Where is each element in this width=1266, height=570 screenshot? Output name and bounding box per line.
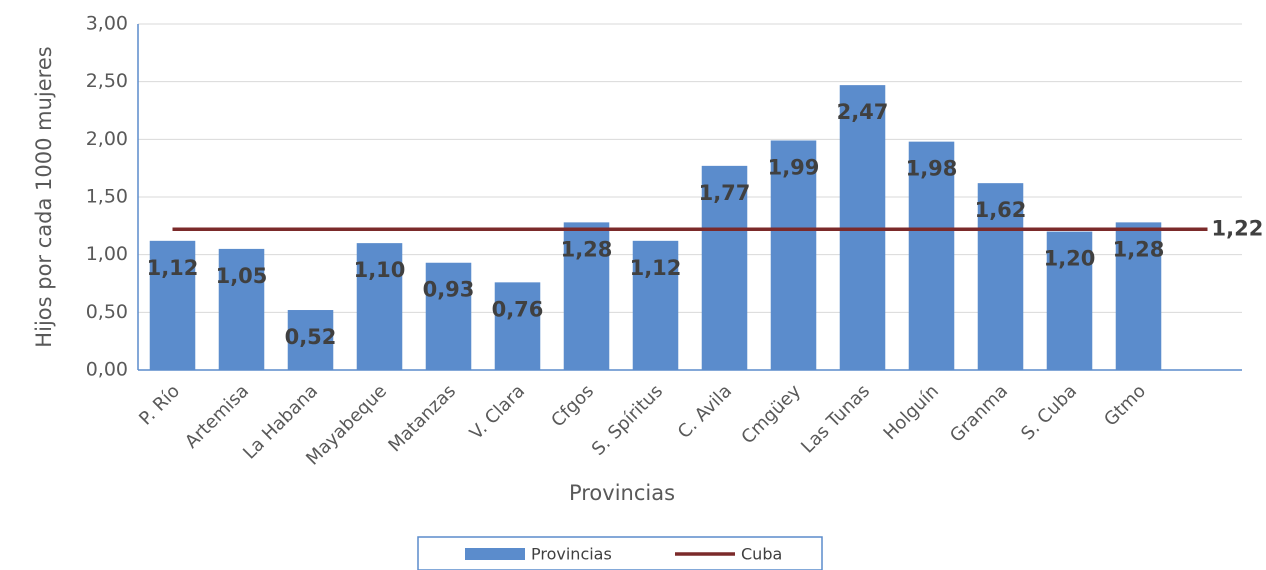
data-label: 1,05 [216,264,268,288]
bar [287,310,334,370]
x-tick-label: P. Río [135,381,184,430]
x-tick-label: Las Tunas [797,381,874,458]
y-tick-label: 2,00 [86,128,128,150]
x-tick-label: Cmgüey [737,380,805,448]
bar [425,262,472,370]
bar [770,140,817,370]
x-tick-label: Artemisa [181,381,253,453]
x-axis-title: Provincias [569,481,675,505]
bar [701,165,748,370]
y-tick-label: 2,50 [86,70,128,92]
x-tick-label: Matanzas [384,381,460,457]
y-tick-label: 3,00 [86,13,128,35]
y-tick-label: 0,50 [86,301,128,323]
data-label: 1,10 [354,258,406,282]
bar [494,282,541,370]
x-tick-label: Granma [946,381,1012,447]
bar [977,183,1024,370]
data-label: 1,98 [906,157,958,181]
y-axis-title: Hijos por cada 1000 mujeres [32,46,56,347]
data-label: 1,20 [1044,247,1096,271]
data-label: 2,47 [837,100,889,124]
bar [1046,231,1093,370]
x-tick-label: V. Clara [466,381,529,444]
x-tick-label: Cfgos [547,381,598,432]
data-label: 0,76 [492,297,544,321]
bar [149,240,196,370]
y-tick-label: 0,00 [86,359,128,381]
y-tick-label: 1,00 [86,243,128,265]
data-label: 1,99 [768,155,820,179]
bar [563,222,610,370]
x-tick-label: Holguín [880,381,943,444]
bar [632,240,679,370]
bar [218,248,265,370]
x-tick-label: S. Cuba [1017,381,1081,445]
x-tick-label: S. Spíritus [588,381,667,460]
y-tick-label: 1,50 [86,186,128,208]
bar [908,141,955,370]
data-label: 0,93 [423,278,475,302]
data-label: 1,77 [699,181,751,205]
x-tick-label: C. Avila [674,381,736,443]
data-label: 1,12 [147,256,199,280]
legend-swatch [465,548,525,560]
x-tick-label: Gtmo [1100,381,1150,431]
data-label: 1,28 [1113,237,1165,261]
data-label: 1,28 [561,237,613,261]
legend-label: Provincias [531,545,612,564]
data-label: 1,62 [975,198,1027,222]
bar [356,243,403,370]
data-label: 0,52 [285,325,337,349]
legend-label: Cuba [741,545,782,564]
bar [1115,222,1162,370]
data-label: 1,22 [1212,216,1264,240]
data-label: 1,12 [630,256,682,280]
